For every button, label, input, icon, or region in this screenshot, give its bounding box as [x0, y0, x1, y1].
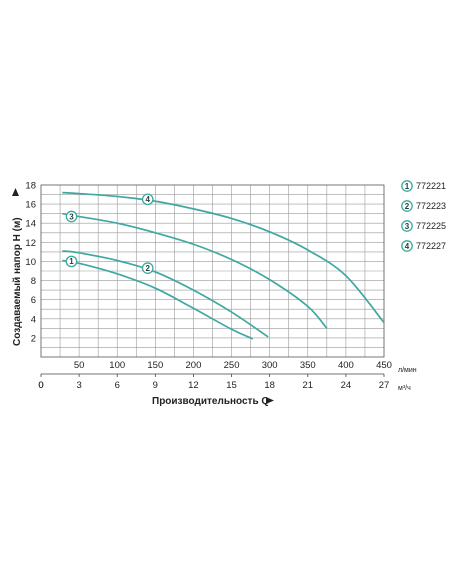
marker-circle — [141, 193, 154, 206]
legend-marker-label: 3 — [405, 222, 410, 231]
y-tick-label: 12 — [25, 238, 36, 249]
x-tick-label-secondary: 18 — [264, 380, 275, 391]
series-line-772225 — [62, 212, 328, 329]
legend-label: 772225 — [416, 221, 446, 231]
legend-marker-label: 1 — [405, 182, 410, 191]
y-tick-label: 6 — [31, 295, 36, 306]
x-tick-label-secondary: 24 — [341, 380, 352, 391]
y-tick-label: 18 — [25, 181, 36, 192]
x-tick-label-primary: 350 — [300, 360, 316, 371]
marker-label: 4 — [145, 195, 150, 204]
x-tick-labels-primary: 50 100 150 200 250 300 350 400 450 0 — [38, 360, 392, 391]
y-tick-label: 4 — [31, 314, 36, 325]
series-line-772227 — [62, 191, 385, 324]
x-tick-label-secondary: 0 — [38, 380, 43, 391]
series-marker-4: 4 — [141, 193, 154, 206]
secondary-axis — [40, 373, 385, 377]
series-line-772223 — [62, 250, 269, 338]
series-markers: 1 2 3 4 — [65, 193, 154, 274]
x-tick-label-primary: 100 — [109, 360, 125, 371]
y-tick-label: 16 — [25, 200, 36, 211]
marker-label: 2 — [145, 264, 150, 273]
x-tick-label-primary: 250 — [224, 360, 240, 371]
x-unit-primary: л/мин — [398, 367, 417, 374]
marker-label: 1 — [69, 257, 74, 266]
series-marker-1: 1 — [65, 255, 78, 268]
legend-label: 772221 — [416, 181, 446, 191]
x-tick-label-primary: 50 — [74, 360, 85, 371]
x-tick-label-secondary: 6 — [115, 380, 120, 391]
x-tick-label-primary: 0 — [38, 380, 43, 391]
marker-label: 3 — [69, 212, 74, 221]
x-tick-label-primary: 400 — [338, 360, 354, 371]
legend-marker — [401, 200, 413, 212]
series-lines — [62, 191, 385, 340]
marker-circle — [65, 210, 78, 223]
x-tick-label-secondary: 9 — [153, 380, 158, 391]
x-tick-label-primary: 300 — [262, 360, 278, 371]
legend-marker — [401, 240, 413, 252]
legend-marker-label: 2 — [405, 202, 410, 211]
legend: 1 772221 2 772223 3 772225 4 772227 — [401, 180, 446, 252]
x-tick-label-secondary: 3 — [76, 380, 81, 391]
marker-circle — [141, 262, 154, 274]
x-tick-label-secondary: 12 — [188, 380, 199, 391]
legend-label: 772227 — [416, 241, 446, 251]
legend-item: 3 772225 — [401, 220, 446, 232]
y-axis-title: Создаваемый напор H (м) — [12, 188, 23, 346]
svg-text:Создаваемый напор H (м): Создаваемый напор H (м) — [12, 217, 23, 346]
legend-marker — [401, 220, 413, 232]
legend-item: 1 772221 — [401, 180, 446, 192]
x-tick-label-primary: 150 — [147, 360, 163, 371]
legend-item: 4 772227 — [401, 240, 446, 252]
grid — [41, 185, 384, 357]
y-tick-label: 2 — [31, 333, 36, 344]
y-tick-label: 8 — [31, 276, 36, 287]
x-tick-labels-secondary: 0 3 6 9 12 15 18 21 24 27 — [38, 380, 389, 391]
x-axis-title: Производительность Q — [152, 396, 274, 407]
series-marker-3: 3 — [65, 210, 78, 223]
series-marker-2: 2 — [141, 262, 154, 274]
svg-text:Производительность Q: Производительность Q — [152, 396, 269, 407]
plot-frame — [40, 184, 385, 358]
y-tick-labels: 2 4 6 8 10 12 14 16 18 — [25, 181, 36, 345]
x-unit-secondary: м³/ч — [398, 385, 411, 392]
x-tick-label-primary: 450 — [376, 360, 392, 371]
x-tick-label-secondary: 15 — [226, 380, 237, 391]
x-tick-label-secondary: 21 — [302, 380, 313, 391]
legend-item: 2 772223 — [401, 200, 446, 212]
y-axis-arrow-icon — [12, 188, 19, 196]
x-axis-arrow-icon — [266, 397, 274, 404]
legend-marker — [401, 180, 413, 192]
y-tick-label: 14 — [25, 219, 36, 230]
x-tick-label-secondary: 27 — [379, 380, 390, 391]
series-line-772221 — [62, 259, 254, 340]
marker-circle — [65, 255, 78, 268]
y-tick-label: 10 — [25, 257, 36, 268]
legend-label: 772223 — [416, 201, 446, 211]
x-tick-label-primary: 200 — [186, 360, 202, 371]
legend-marker-label: 4 — [405, 242, 410, 251]
